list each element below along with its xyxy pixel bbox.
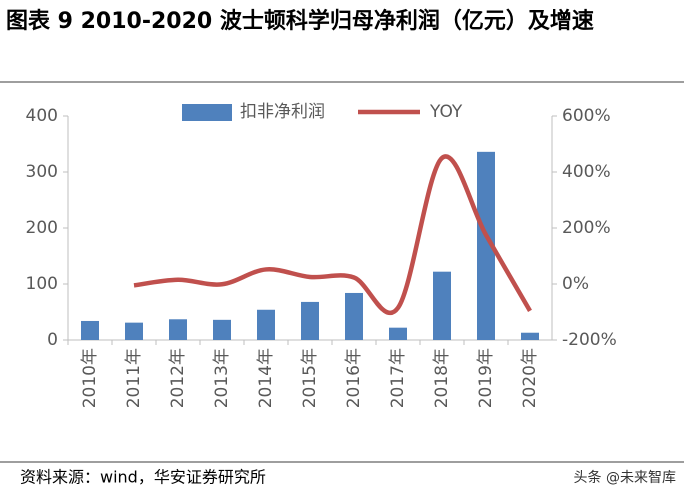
bar	[257, 309, 275, 340]
source: 资料来源：wind，华安证券研究所	[20, 468, 266, 487]
title-box: 图表 9 2010-2020 波士顿科学归母净利润（亿元）及增速	[6, 9, 594, 34]
y-tick-label: 400	[26, 106, 58, 126]
x-tick-label: 2015年	[300, 348, 320, 408]
watermark: 头条 @未来智库	[574, 469, 676, 486]
bar	[169, 319, 187, 340]
y-tick-label: 0	[47, 330, 58, 350]
x-tick-label: 2014年	[256, 348, 276, 408]
bar	[389, 327, 407, 340]
x-tick-label: 2013年	[212, 348, 232, 408]
bar	[345, 292, 363, 340]
x-tick-label: 2016年	[344, 348, 364, 408]
y2-tick-label: 200%	[562, 218, 611, 238]
x-tick-label: 2020年	[520, 348, 540, 408]
x-tick-label: 2010年	[80, 348, 100, 408]
x-tick-label: 2011年	[124, 348, 144, 408]
y2-tick-label: 600%	[562, 106, 611, 126]
line	[133, 154, 532, 316]
bar	[433, 271, 451, 340]
bar	[125, 322, 143, 340]
y2-tick-label: 400%	[562, 162, 611, 182]
y-tick-label: 200	[26, 218, 58, 238]
x-tick-label: 2018年	[432, 348, 452, 408]
y2-tick-label: -200%	[562, 330, 617, 350]
y2-tick-label: 0%	[562, 274, 589, 294]
x-tick-label: 2019年	[476, 348, 496, 408]
bar	[521, 332, 539, 340]
bar	[81, 320, 99, 340]
chart-title: 图表 9 2010-2020 波士顿科学归母净利润（亿元）及增速	[6, 9, 594, 34]
y-tick-label: 100	[26, 274, 58, 294]
x-tick-label: 2012年	[168, 348, 188, 408]
bar	[213, 319, 231, 340]
y-tick-label: 300	[26, 162, 58, 182]
x-tick-label: 2017年	[388, 348, 408, 408]
bar	[301, 301, 319, 340]
legend-swatch	[182, 104, 232, 121]
legend-label: 扣非净利润	[240, 102, 325, 122]
bar	[477, 151, 495, 340]
legend-label: YOY	[429, 102, 463, 122]
